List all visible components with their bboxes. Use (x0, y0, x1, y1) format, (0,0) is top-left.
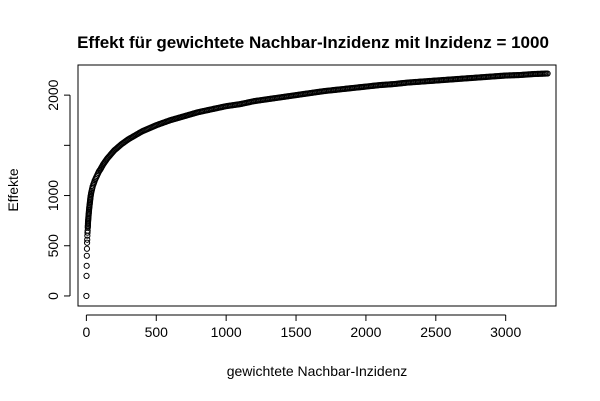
x-tick-label: 1000 (211, 324, 242, 340)
data-point (544, 70, 551, 77)
plot-frame (77, 64, 557, 307)
y-tick-label: 0 (45, 292, 61, 300)
x-axis-label: gewichtete Nachbar-Inzidenz (227, 363, 408, 379)
chart-title: Effekt für gewichtete Nachbar-Inzidenz m… (77, 33, 549, 52)
x-tick-label: 0 (82, 324, 90, 340)
x-tick-label: 3000 (490, 324, 521, 340)
data-point (83, 252, 90, 259)
data-points (83, 70, 551, 300)
y-axis: 0 500 1000 2000 (45, 79, 71, 300)
y-tick-label: 500 (45, 234, 61, 258)
x-axis: 0 500 1000 1500 2000 2500 3000 (82, 314, 521, 340)
data-point (83, 239, 91, 246)
data-point (83, 262, 90, 269)
y-tick-label: 2000 (45, 79, 61, 110)
data-point (84, 236, 91, 243)
y-tick-label: 1000 (45, 180, 61, 211)
data-point (83, 272, 90, 279)
x-tick-label: 2500 (420, 324, 451, 340)
x-tick-label: 500 (145, 324, 169, 340)
x-tick-label: 1500 (280, 324, 311, 340)
data-point (83, 245, 91, 252)
data-point (83, 292, 90, 300)
y-axis-label: Effekte (5, 168, 21, 212)
x-tick-label: 2000 (350, 324, 381, 340)
